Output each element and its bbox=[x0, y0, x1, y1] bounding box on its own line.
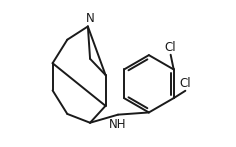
Text: Cl: Cl bbox=[180, 77, 191, 90]
Text: NH: NH bbox=[109, 118, 126, 131]
Text: Cl: Cl bbox=[165, 41, 177, 54]
Text: N: N bbox=[86, 12, 94, 25]
